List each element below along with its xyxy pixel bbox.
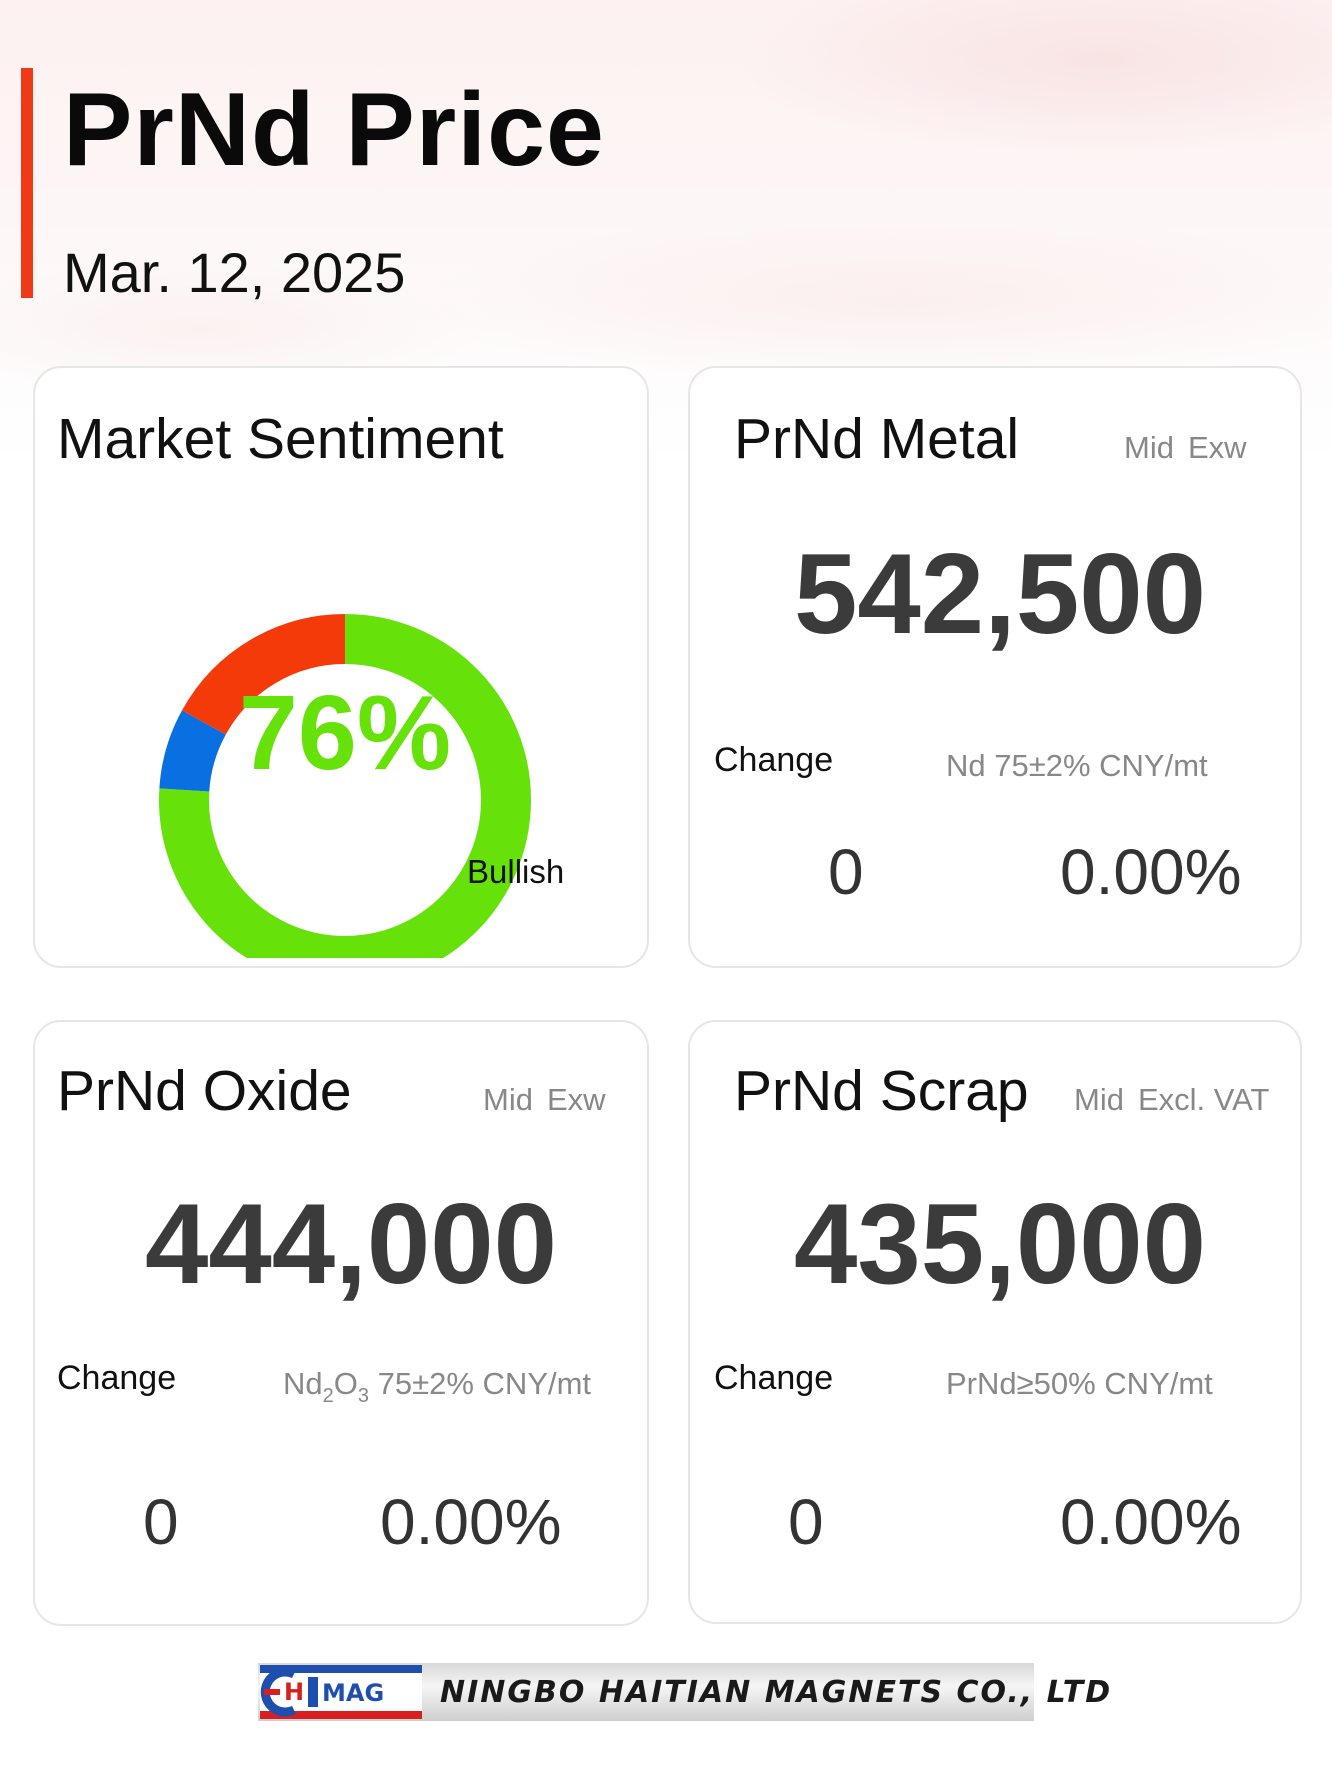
change-percent: 0.00% bbox=[1060, 1486, 1242, 1558]
company-logo: H MAG bbox=[260, 1665, 422, 1719]
donut-segment-0 bbox=[159, 614, 531, 986]
prnd-scrap-card: PrNd Scrap Mid Excl. VAT 435,000 Change P… bbox=[688, 1020, 1302, 1624]
donut-segment-2 bbox=[182, 614, 346, 736]
prnd-metal-card: PrNd Metal Mid Exw 542,500 Change Nd 75±2… bbox=[688, 366, 1302, 968]
sentiment-legend-label: Bullish bbox=[467, 853, 565, 890]
spec-sub-3: 3 bbox=[357, 1385, 370, 1407]
spec-label: Nd 75±2% CNY/mt bbox=[946, 748, 1208, 783]
change-absolute: 0 bbox=[143, 1486, 179, 1558]
change-label: Change bbox=[57, 1359, 177, 1397]
price-basis: Mid Excl. VAT bbox=[1074, 1080, 1269, 1120]
basis-terms: Exw bbox=[546, 1082, 606, 1117]
spec-nd: Nd bbox=[283, 1366, 323, 1401]
change-label: Change bbox=[714, 1359, 834, 1397]
change-absolute: 0 bbox=[788, 1486, 824, 1558]
change-percent: 0.00% bbox=[380, 1486, 562, 1558]
page-title: PrNd Price bbox=[63, 72, 605, 188]
price-basis: Mid Exw bbox=[483, 1080, 606, 1120]
change-label: Change bbox=[714, 741, 834, 779]
spec-o: O bbox=[333, 1366, 358, 1401]
company-name: NINGBO HAITIAN MAGNETS CO., LTD bbox=[440, 1674, 1113, 1710]
basis-terms: Excl. VAT bbox=[1137, 1082, 1270, 1117]
basis-mid: Mid bbox=[1074, 1082, 1124, 1117]
basis-mid: Mid bbox=[483, 1082, 533, 1117]
company-banner: H MAG NINGBO HAITIAN MAGNETS CO., LTD bbox=[258, 1663, 1110, 1721]
card-title: PrNd Oxide bbox=[57, 1059, 352, 1123]
logo-h: H bbox=[284, 1678, 304, 1706]
basis-mid: Mid bbox=[1124, 430, 1174, 465]
spec-suffix: 75±2% CNY/mt bbox=[369, 1366, 592, 1401]
change-percent: 0.00% bbox=[1060, 836, 1242, 908]
spec-label: Nd2O3 75±2% CNY/mt bbox=[283, 1364, 592, 1407]
title-accent-bar bbox=[21, 68, 33, 298]
market-sentiment-card: Market Sentiment 76% Bullish bbox=[33, 366, 649, 986]
logo-mag: MAG bbox=[322, 1679, 384, 1707]
card-title: Market Sentiment bbox=[57, 407, 504, 471]
card-title: PrNd Scrap bbox=[734, 1059, 1029, 1123]
price-value: 444,000 bbox=[144, 1181, 558, 1308]
card-title: PrNd Metal bbox=[734, 407, 1020, 471]
spec-label: PrNd≥50% CNY/mt bbox=[946, 1366, 1213, 1401]
spec-sub-2: 2 bbox=[322, 1385, 334, 1407]
basis-terms: Exw bbox=[1187, 430, 1247, 465]
donut-segment-1 bbox=[159, 710, 227, 793]
change-absolute: 0 bbox=[828, 836, 864, 908]
sentiment-donut-chart bbox=[105, 518, 585, 986]
sentiment-percent: 76% bbox=[238, 674, 452, 792]
price-basis: Mid Exw bbox=[1124, 428, 1247, 468]
prnd-oxide-card: PrNd Oxide Mid Exw 444,000 Change Nd2O3 7… bbox=[33, 1020, 649, 1626]
price-value: 435,000 bbox=[793, 1181, 1207, 1308]
price-value: 542,500 bbox=[793, 531, 1207, 658]
page-date: Mar. 12, 2025 bbox=[63, 241, 406, 304]
